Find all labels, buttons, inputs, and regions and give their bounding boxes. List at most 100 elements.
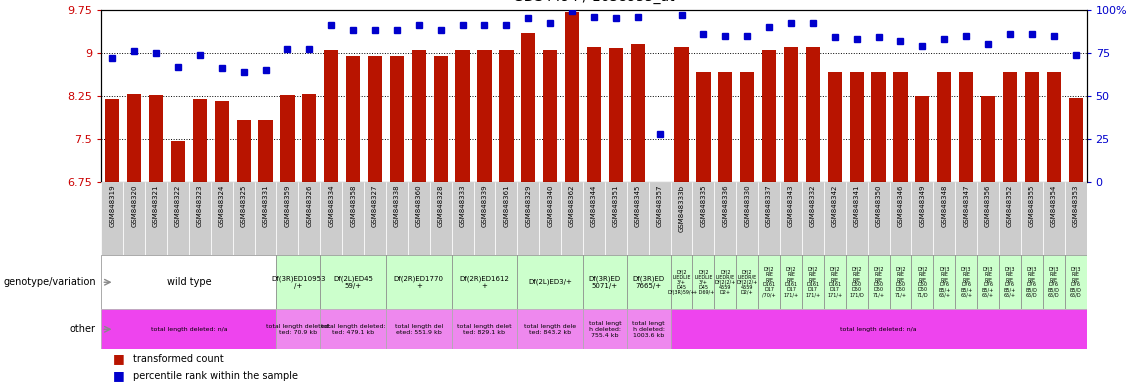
Text: Df(2R)ED1770
+: Df(2R)ED1770 + — [394, 275, 444, 289]
Bar — [259, 120, 272, 182]
Bar — [627, 309, 671, 349]
Bar — [977, 255, 999, 309]
Bar — [631, 44, 645, 182]
Bar — [868, 182, 890, 255]
Bar — [277, 255, 320, 309]
Bar — [499, 50, 513, 182]
Bar — [1021, 255, 1043, 309]
Bar — [806, 47, 820, 182]
Text: total length deleted:
ted: 70.9 kb: total length deleted: ted: 70.9 kb — [266, 324, 331, 335]
Bar — [1047, 72, 1061, 182]
Bar — [320, 309, 386, 349]
Bar — [368, 56, 382, 182]
Text: total length deleted:
ted: 479.1 kb: total length deleted: ted: 479.1 kb — [321, 324, 385, 335]
Text: GSM848340: GSM848340 — [547, 185, 553, 227]
Bar — [1003, 72, 1017, 182]
Bar — [123, 182, 145, 255]
Text: Df(3R)ED
7665/+: Df(3R)ED 7665/+ — [633, 275, 664, 289]
Bar — [1043, 255, 1065, 309]
Text: Df(2
RIE
R/E
D50
D50
71/+: Df(2 RIE R/E D50 D50 71/+ — [873, 267, 885, 297]
Bar — [802, 255, 824, 309]
Text: GSM848337: GSM848337 — [766, 185, 772, 227]
Bar — [758, 182, 780, 255]
Text: GSM848344: GSM848344 — [591, 185, 597, 227]
Bar — [430, 182, 452, 255]
Bar — [824, 255, 846, 309]
Bar — [127, 94, 141, 182]
Text: GSM848357: GSM848357 — [656, 185, 662, 227]
Bar — [233, 182, 254, 255]
Bar — [1025, 72, 1039, 182]
Bar — [583, 182, 605, 255]
Text: GSM848320: GSM848320 — [132, 185, 137, 227]
Text: Df(3
RIE
R/E
D76
B5/D
65/D: Df(3 RIE R/E D76 B5/D 65/D — [1070, 267, 1082, 297]
Bar — [911, 182, 933, 255]
Text: GSM848334: GSM848334 — [329, 185, 334, 227]
Bar — [674, 47, 689, 182]
Bar — [386, 182, 408, 255]
Bar — [714, 255, 736, 309]
Bar — [933, 182, 955, 255]
Bar — [890, 182, 911, 255]
Text: GSM848361: GSM848361 — [503, 185, 509, 227]
Bar — [539, 182, 561, 255]
Text: total length delet
ted: 829.1 kb: total length delet ted: 829.1 kb — [457, 324, 512, 335]
Text: GSM848359: GSM848359 — [285, 185, 291, 227]
Bar — [959, 72, 973, 182]
Text: GSM848350: GSM848350 — [876, 185, 882, 227]
Bar — [434, 56, 448, 182]
Text: Df(2
RIE
R/E
D161
D17
171/+: Df(2 RIE R/E D161 D17 171/+ — [784, 267, 798, 297]
Text: total length del
eted: 551.9 kb: total length del eted: 551.9 kb — [395, 324, 443, 335]
Text: GSM848351: GSM848351 — [613, 185, 619, 227]
Bar — [254, 182, 277, 255]
Bar — [517, 309, 583, 349]
Bar — [762, 50, 776, 182]
Bar — [517, 255, 583, 309]
Bar — [215, 101, 229, 182]
Text: GSM848360: GSM848360 — [415, 185, 422, 227]
Bar — [714, 182, 736, 255]
Bar — [824, 182, 846, 255]
Text: total length dele
ted: 843.2 kb: total length dele ted: 843.2 kb — [524, 324, 577, 335]
Bar — [671, 182, 692, 255]
Text: Df(2R)ED1612
+: Df(2R)ED1612 + — [459, 275, 509, 289]
Text: Df(3
RIE
R/E
D76
B5/+
65/+: Df(3 RIE R/E D76 B5/+ 65/+ — [960, 267, 972, 297]
Bar — [718, 72, 732, 182]
Bar — [145, 182, 167, 255]
Bar — [277, 309, 320, 349]
Bar — [627, 182, 649, 255]
Bar — [495, 182, 517, 255]
Bar — [1043, 182, 1065, 255]
Text: GSM848349: GSM848349 — [920, 185, 926, 227]
Bar — [583, 309, 627, 349]
Text: GSM848346: GSM848346 — [897, 185, 903, 227]
Bar — [736, 182, 758, 255]
Bar — [386, 255, 452, 309]
Text: GSM848342: GSM848342 — [832, 185, 838, 227]
Text: Df(2L)ED45
59/+: Df(2L)ED45 59/+ — [333, 275, 373, 289]
Text: Df(2
RIE
R/E
D161
D17
/70/+: Df(2 RIE R/E D161 D17 /70/+ — [762, 267, 776, 297]
Text: GSM848362: GSM848362 — [569, 185, 575, 227]
Text: Df(2
LIEDLIE
3/+
D45
+ D69/+: Df(2 LIEDLIE 3/+ D45 + D69/+ — [692, 270, 714, 295]
Bar — [649, 182, 671, 255]
Bar — [981, 96, 995, 182]
Bar — [780, 182, 802, 255]
Bar — [320, 255, 386, 309]
Bar — [346, 56, 360, 182]
Text: GSM848335: GSM848335 — [700, 185, 706, 227]
Bar — [456, 50, 470, 182]
Text: GSM848325: GSM848325 — [241, 185, 247, 227]
Bar — [915, 96, 929, 182]
Text: GSM848356: GSM848356 — [985, 185, 991, 227]
Bar — [999, 182, 1021, 255]
Text: GSM848322: GSM848322 — [175, 185, 181, 227]
Bar — [1065, 182, 1087, 255]
Bar — [933, 255, 955, 309]
Text: total lengt
h deleted:
755.4 kb: total lengt h deleted: 755.4 kb — [589, 321, 622, 338]
Bar — [890, 255, 911, 309]
Bar — [302, 94, 316, 182]
Text: Df(2
LIEDLIE
3/+
D45
Df(3R)59/+: Df(2 LIEDLIE 3/+ D45 Df(3R)59/+ — [668, 270, 696, 295]
Bar — [846, 182, 868, 255]
Text: GSM848321: GSM848321 — [153, 185, 159, 227]
Text: GSM848324: GSM848324 — [218, 185, 225, 227]
